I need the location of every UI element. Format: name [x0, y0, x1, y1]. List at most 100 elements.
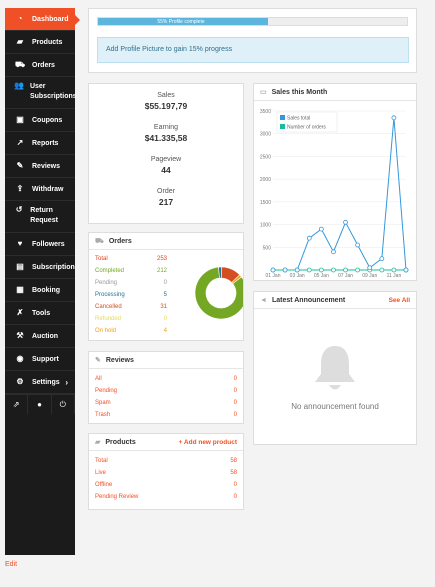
data-point — [403, 267, 409, 273]
sidebar-item-reviews[interactable]: ✎ Reviews — [5, 155, 75, 178]
see-all-link[interactable]: See All — [388, 296, 410, 304]
sidebar-item-followers[interactable]: ♥ Followers — [5, 233, 75, 256]
gavel-icon: ⚒ — [16, 331, 24, 340]
data-point — [379, 256, 385, 262]
data-point — [331, 249, 336, 255]
product-status-row[interactable]: Pending Review 0 — [95, 491, 237, 503]
external-link-icon[interactable]: ⇗ — [5, 395, 29, 414]
sidebar-item-reports[interactable]: ↗ Reports — [5, 132, 75, 155]
data-point — [355, 242, 361, 248]
order-status-row[interactable]: On hold 4 — [95, 325, 167, 337]
review-status-label: Spam — [95, 400, 111, 406]
sidebar-item-user-subscriptions[interactable]: 👥 User Subscriptions — [5, 77, 77, 109]
lifebuoy-icon: ◉ — [16, 354, 24, 363]
orders-list: Total 253 Completed 212 Pending 0 Processing 5 C… — [89, 250, 173, 340]
reviews-panel: ✎ Reviews All 0 Pending 0 Spam 0 Trash 0 — [88, 351, 244, 424]
sidebar-item-withdraw[interactable]: ⇪ Withdraw — [5, 178, 75, 201]
chart-icon: ▭ — [260, 89, 267, 96]
edit-link[interactable]: Edit — [5, 561, 18, 568]
sidebar-item-return-request[interactable]: ↺ Return Request — [5, 201, 75, 233]
x-tick-label: 03 Jan — [290, 273, 305, 279]
sidebar-item-subscription[interactable]: ▤ Subscription — [5, 256, 75, 279]
wrench-icon: ✗ — [16, 308, 24, 317]
order-status-label: Refunded — [95, 316, 122, 322]
data-point — [379, 267, 385, 273]
order-status-row[interactable]: Total 253 — [95, 253, 167, 265]
review-status-row[interactable]: Trash 0 — [95, 409, 237, 421]
reviews-list: All 0 Pending 0 Spam 0 Trash 0 — [89, 369, 243, 425]
pageview-value: 44 — [161, 165, 171, 175]
sidebar-item-auction[interactable]: ⚒ Auction — [5, 325, 75, 348]
orders-panel: ⛟ Orders Total 253 Completed 212 Pending 0 Proc… — [88, 232, 244, 341]
data-point — [306, 267, 312, 273]
review-status-row[interactable]: All 0 — [95, 373, 237, 385]
legend-swatch — [280, 124, 285, 129]
sidebar-item-coupons[interactable]: ▣ Coupons — [5, 109, 75, 132]
reviews-header: ✎ Reviews — [89, 352, 243, 369]
products-panel: ▰ Products + Add new product Total 58 Live 58… — [88, 433, 244, 510]
review-status-row[interactable]: Pending 0 — [95, 385, 237, 397]
power-icon[interactable]: ⏻ — [52, 395, 75, 414]
data-point — [355, 267, 361, 273]
order-status-row[interactable]: Cancelled 31 — [95, 301, 167, 313]
add-new-product-link[interactable]: + Add new product — [178, 438, 237, 446]
briefcase-icon: ▰ — [16, 37, 24, 46]
profile-notice[interactable]: Add Profile Picture to gain 15% progress — [97, 37, 409, 63]
x-tick-label: 01 Jan — [265, 273, 280, 279]
sidebar: ◔ Dashboard ▰ Products ⛟ Orders 👥 User Subsc… — [5, 8, 80, 555]
product-status-value: 58 — [230, 458, 237, 464]
review-status-value: 0 — [233, 400, 237, 406]
dashboard-icon: ◔ — [17, 14, 23, 23]
order-status-row[interactable]: Refunded 0 — [95, 313, 167, 325]
data-point — [318, 267, 324, 273]
order-status-row[interactable]: Completed 212 — [95, 265, 167, 277]
calendar-icon: ▦ — [16, 285, 24, 294]
order-status-label: On hold — [95, 328, 117, 334]
sidebar-item-tools[interactable]: ✗ Tools — [5, 302, 75, 325]
y-tick-label: 2000 — [260, 177, 271, 183]
data-point — [318, 226, 324, 232]
book-icon: ▤ — [16, 262, 24, 271]
sidebar-item-dashboard[interactable]: ◔ Dashboard — [5, 8, 80, 31]
sales-value: $55.197,79 — [144, 101, 188, 111]
order-value: 217 — [158, 197, 174, 207]
review-status-row[interactable]: Spam 0 — [95, 397, 237, 409]
product-status-row[interactable]: Total 58 — [95, 455, 237, 467]
legend-label: Sales total — [287, 116, 310, 122]
order-status-value: 212 — [156, 268, 167, 274]
sidebar-item-support[interactable]: ◉ Support — [5, 348, 75, 371]
order-status-value: 0 — [163, 316, 167, 322]
stat-earning: Earning $41.335,58 — [89, 124, 243, 143]
sales-chart-header: ▭ Sales this Month — [254, 84, 416, 101]
order-status-row[interactable]: Pending 0 — [95, 277, 167, 289]
data-point — [282, 267, 288, 273]
upload-icon: ⇪ — [16, 184, 24, 193]
order-status-label: Completed — [95, 268, 125, 274]
sidebar-item-products[interactable]: ▰ Products — [5, 31, 75, 54]
order-status-label: Pending — [95, 280, 118, 286]
sidebar-item-settings[interactable]: ⚙ Settings › — [5, 371, 75, 394]
stat-pageview: Pageview 44 — [89, 156, 243, 175]
sales-chart-panel: ▭ Sales this Month 3500 3000 2500 2000 1500 10… — [253, 83, 417, 281]
announcement-panel: ◄ Latest Announcement See All No announcem… — [253, 291, 417, 445]
data-point — [391, 267, 397, 273]
order-status-value: 0 — [163, 280, 167, 286]
product-status-row[interactable]: Offline 0 — [95, 479, 237, 491]
data-point — [343, 219, 348, 225]
order-status-row[interactable]: Processing 5 — [95, 289, 167, 301]
stats-panel: Sales $55.197,79 Earning $41.335,58 Pagevi… — [88, 83, 244, 224]
stat-order: Order 217 — [89, 188, 243, 207]
product-status-row[interactable]: Live 58 — [95, 467, 237, 479]
review-status-value: 0 — [233, 376, 237, 382]
sidebar-item-orders[interactable]: ⛟ Orders — [5, 54, 75, 77]
user-icon[interactable]: ● — [28, 395, 52, 414]
heart-icon: ♥ — [17, 239, 23, 248]
x-tick-label: 11 Jan — [387, 273, 402, 279]
review-status-label: Pending — [95, 388, 118, 394]
product-status-label: Total — [95, 458, 108, 464]
sidebar-item-booking[interactable]: ▦ Booking — [5, 279, 75, 302]
data-point — [306, 235, 312, 241]
product-status-label: Pending Review — [95, 494, 139, 500]
order-status-label: Processing — [95, 292, 125, 298]
